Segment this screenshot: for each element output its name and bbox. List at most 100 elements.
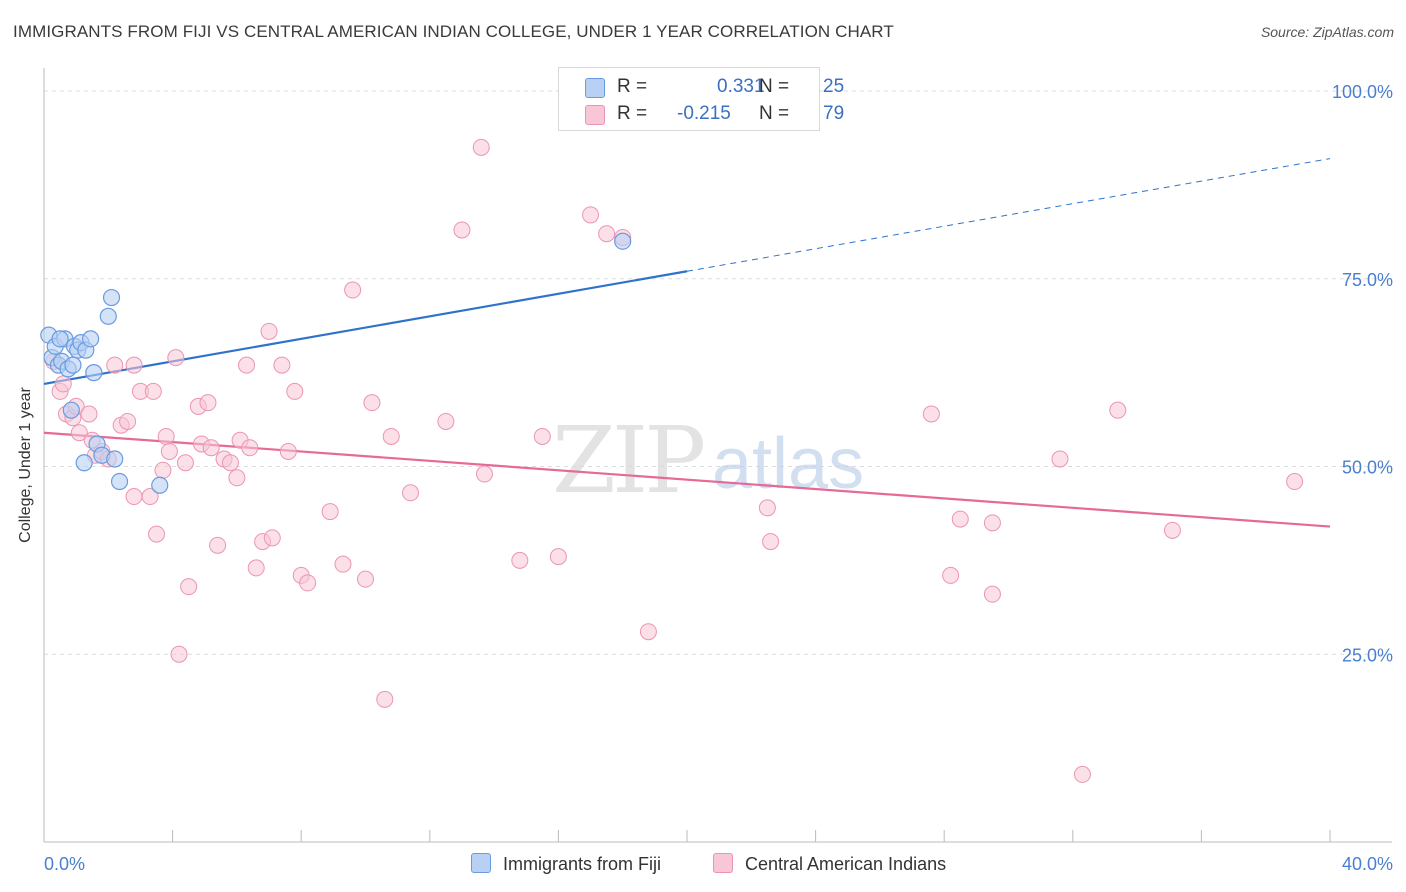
- cai-point: [1109, 401, 1127, 419]
- cai-point: [176, 454, 194, 472]
- n-label: N =: [759, 76, 790, 97]
- gridlines: [44, 90, 1392, 655]
- cai-point: [170, 645, 188, 663]
- cai-swatch: [585, 105, 605, 125]
- cai-point: [247, 559, 265, 577]
- cai-point: [582, 206, 600, 224]
- cai-point: [106, 356, 124, 374]
- cai-point: [119, 412, 137, 430]
- cai-point: [148, 525, 166, 543]
- y-tick-label: 25.0%: [1342, 645, 1393, 665]
- fiji-trend-extension: [686, 158, 1331, 272]
- fiji-point: [106, 450, 124, 468]
- cai-point: [54, 375, 72, 393]
- cai-point: [321, 503, 339, 521]
- cai-r-value: -0.215: [677, 103, 731, 124]
- cai-point: [376, 690, 394, 708]
- cai-point: [598, 225, 616, 243]
- cai-point: [279, 442, 297, 460]
- cai-point: [475, 465, 493, 483]
- cai-point: [357, 570, 374, 588]
- fiji-point: [102, 288, 121, 307]
- cai-point: [154, 461, 172, 479]
- bottom-legend-cai: Central American Indians: [713, 853, 946, 875]
- axes: [43, 68, 1392, 843]
- fiji-point: [82, 330, 100, 348]
- fiji-legend-label: Immigrants from Fiji: [503, 854, 662, 874]
- cai-point: [238, 356, 256, 374]
- fiji-point: [51, 330, 69, 348]
- fiji-n-value: 25: [823, 76, 845, 97]
- cai-point: [639, 623, 657, 641]
- cai-point: [1073, 765, 1091, 783]
- cai-point: [437, 412, 455, 430]
- cai-point: [286, 382, 304, 400]
- cai-point: [549, 548, 567, 566]
- r-label: R =: [617, 103, 648, 124]
- cai-point: [983, 585, 1001, 603]
- cai-point: [382, 427, 400, 445]
- cai-point: [202, 439, 220, 457]
- cai-point: [70, 424, 88, 442]
- cai-point: [80, 405, 98, 423]
- fiji-point: [85, 364, 103, 382]
- cai-point: [1051, 450, 1069, 468]
- trend-lines: [43, 158, 1331, 528]
- cai-point: [334, 555, 352, 573]
- watermark-zip: ZIP: [552, 407, 703, 514]
- fiji-point: [75, 454, 93, 472]
- fiji-swatch: [471, 853, 491, 873]
- cai-legend-label: Central American Indians: [745, 854, 947, 874]
- x-tick-label: 0.0%: [44, 854, 85, 874]
- cai-n-value: 79: [823, 103, 845, 124]
- correlation-legend: R = 0.331 N = 25 R = -0.215 N = 79: [558, 67, 844, 131]
- cai-point: [157, 427, 175, 445]
- fiji-point: [64, 356, 82, 374]
- data-points: [40, 138, 1304, 783]
- cai-point: [199, 394, 217, 412]
- fiji-point: [110, 472, 129, 491]
- cai-point: [951, 510, 969, 528]
- cai-point: [260, 322, 278, 340]
- cai-point: [758, 499, 776, 517]
- fiji-r-value: 0.331: [717, 76, 765, 97]
- y-tick-label: 50.0%: [1342, 458, 1393, 478]
- cai-point: [453, 221, 471, 239]
- cai-point: [263, 529, 281, 547]
- cai-point: [942, 566, 960, 584]
- cai-point: [299, 574, 317, 592]
- watermark: ZIP atlas: [552, 407, 864, 514]
- fiji-point: [151, 476, 169, 494]
- cai-point: [125, 488, 143, 506]
- cai-point: [160, 442, 178, 460]
- cai-point: [1286, 473, 1304, 491]
- cai-swatch: [713, 853, 733, 873]
- cai-point: [144, 382, 162, 400]
- fiji-point: [99, 307, 117, 325]
- cai-point: [533, 427, 551, 445]
- x-tick-label: 40.0%: [1342, 854, 1393, 874]
- cai-point: [167, 349, 185, 367]
- cai-point: [125, 356, 143, 374]
- fiji-trend-line: [43, 270, 688, 385]
- cai-point: [241, 439, 259, 457]
- cai-point: [221, 454, 239, 472]
- cai-point: [228, 469, 246, 487]
- y-tick-label: 75.0%: [1342, 270, 1393, 290]
- fiji-swatch: [585, 78, 605, 98]
- cai-point: [141, 488, 159, 506]
- fiji-point: [62, 401, 80, 419]
- cai-point: [472, 138, 490, 156]
- cai-point: [983, 514, 1001, 532]
- cai-point: [402, 484, 420, 502]
- cai-point: [1163, 521, 1181, 539]
- tick-labels: 25.0% 50.0% 75.0% 100.0% 0.0% 40.0%: [44, 82, 1393, 874]
- y-tick-label: 100.0%: [1332, 82, 1393, 102]
- chart-title: IMMIGRANTS FROM FIJI VS CENTRAL AMERICAN…: [13, 22, 894, 41]
- fiji-point: [614, 232, 632, 250]
- y-axis-label: College, Under 1 year: [17, 387, 34, 543]
- cai-point: [344, 281, 362, 299]
- cai-point: [511, 551, 529, 569]
- cai-point: [180, 578, 198, 596]
